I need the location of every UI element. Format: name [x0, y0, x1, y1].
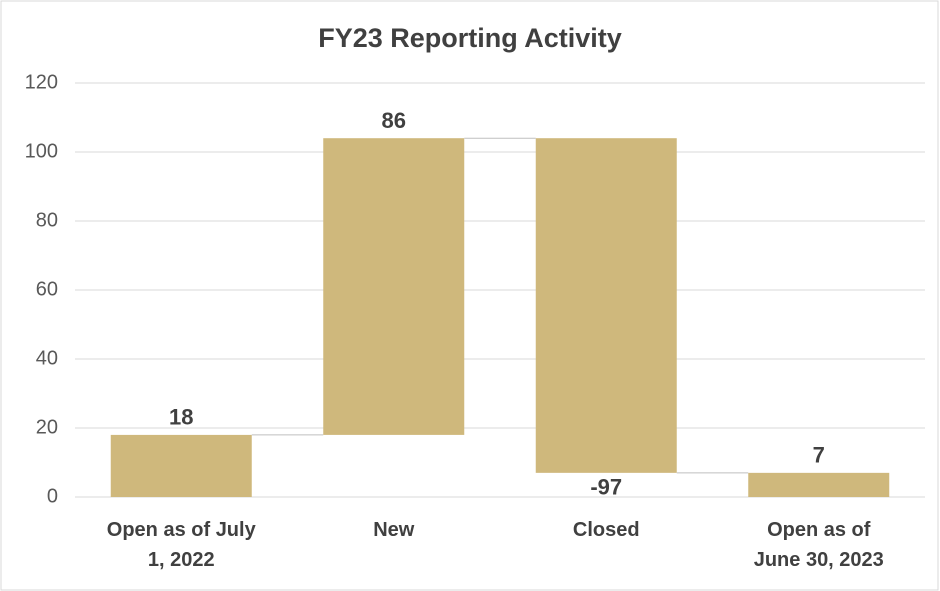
x-tick-label: Open as of June 30, 2023: [753, 519, 884, 571]
y-tick-label: 80: [36, 209, 58, 231]
data-label: 86: [382, 108, 406, 133]
y-tick-label: 20: [36, 416, 58, 438]
x-tick-label: Closed: [572, 519, 640, 541]
chart-title: FY23 Reporting Activity: [318, 23, 622, 53]
x-tick-label-box: New: [373, 519, 415, 541]
x-tick-label-box: Open as of July 1, 2022: [106, 519, 256, 571]
bar: [748, 472, 890, 497]
data-label: 7: [813, 443, 825, 468]
bar: [110, 434, 252, 497]
y-tick-label: 0: [47, 485, 58, 507]
y-tick-label: 100: [25, 140, 58, 162]
y-tick-label: 40: [36, 347, 58, 369]
y-tick-label: 120: [25, 71, 58, 93]
bar: [535, 138, 677, 473]
x-tick-label-box: Closed: [572, 519, 640, 541]
x-tick-label: Open as of July 1, 2022: [106, 519, 256, 571]
data-label: -97: [590, 475, 622, 500]
x-tick-label: New: [373, 519, 415, 541]
x-tick-label-box: Open as of June 30, 2023: [753, 519, 884, 571]
y-tick-label: 60: [36, 278, 58, 300]
data-label: 18: [169, 405, 193, 430]
bar: [323, 138, 465, 435]
